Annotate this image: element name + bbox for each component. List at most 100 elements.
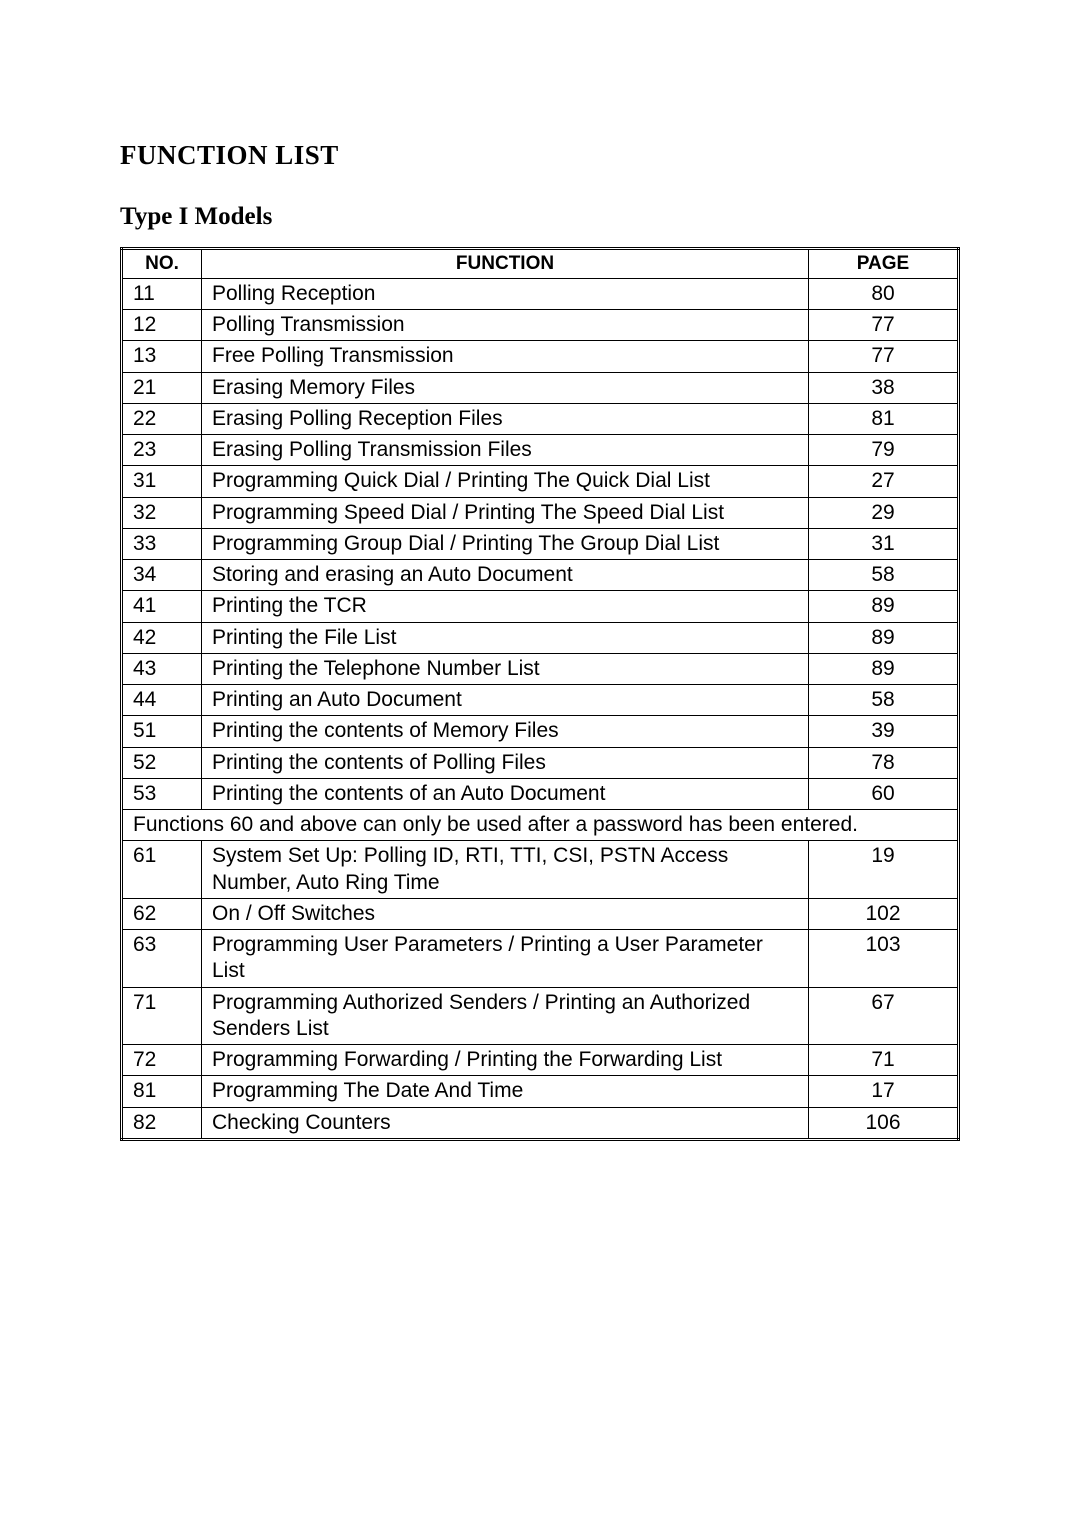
document-page: FUNCTION LIST Type I Models NO. FUNCTION… <box>0 0 1080 1528</box>
cell-function: Printing the contents of Polling Files <box>202 747 809 778</box>
cell-page: 19 <box>809 841 959 899</box>
cell-page: 58 <box>809 685 959 716</box>
header-function: FUNCTION <box>202 249 809 279</box>
cell-page: 39 <box>809 716 959 747</box>
cell-function: Checking Counters <box>202 1107 809 1139</box>
table-note: Functions 60 and above can only be used … <box>122 810 959 841</box>
cell-function: Free Polling Transmission <box>202 341 809 372</box>
table-row: 33Programming Group Dial / Printing The … <box>122 528 959 559</box>
cell-function: Printing the Telephone Number List <box>202 653 809 684</box>
cell-no: 44 <box>122 685 202 716</box>
cell-page: 102 <box>809 898 959 929</box>
cell-page: 31 <box>809 528 959 559</box>
cell-function: Printing the TCR <box>202 591 809 622</box>
table-row: 31Programming Quick Dial / Printing The … <box>122 466 959 497</box>
cell-no: 71 <box>122 987 202 1045</box>
table-row: 51Printing the contents of Memory Files3… <box>122 716 959 747</box>
cell-no: 21 <box>122 372 202 403</box>
cell-page: 89 <box>809 622 959 653</box>
table-row: 13Free Polling Transmission77 <box>122 341 959 372</box>
cell-function: Programming Group Dial / Printing The Gr… <box>202 528 809 559</box>
cell-function: Printing an Auto Document <box>202 685 809 716</box>
cell-page: 79 <box>809 435 959 466</box>
cell-page: 80 <box>809 278 959 309</box>
table-row: 71Programming Authorized Senders / Print… <box>122 987 959 1045</box>
cell-function: Programming User Parameters / Printing a… <box>202 930 809 988</box>
cell-page: 71 <box>809 1045 959 1076</box>
table-row: 81Programming The Date And Time17 <box>122 1076 959 1107</box>
table-header-row: NO. FUNCTION PAGE <box>122 249 959 279</box>
table-row: 23Erasing Polling Transmission Files79 <box>122 435 959 466</box>
table-row: 53Printing the contents of an Auto Docum… <box>122 778 959 809</box>
cell-no: 32 <box>122 497 202 528</box>
cell-function: On / Off Switches <box>202 898 809 929</box>
table-row: 34Storing and erasing an Auto Document58 <box>122 560 959 591</box>
cell-page: 27 <box>809 466 959 497</box>
cell-page: 58 <box>809 560 959 591</box>
cell-page: 77 <box>809 341 959 372</box>
cell-no: 53 <box>122 778 202 809</box>
table-row: 11Polling Reception80 <box>122 278 959 309</box>
cell-function: Programming The Date And Time <box>202 1076 809 1107</box>
cell-page: 67 <box>809 987 959 1045</box>
cell-no: 12 <box>122 310 202 341</box>
cell-no: 63 <box>122 930 202 988</box>
cell-function: Erasing Memory Files <box>202 372 809 403</box>
cell-function: Printing the contents of Memory Files <box>202 716 809 747</box>
header-page: PAGE <box>809 249 959 279</box>
cell-no: 13 <box>122 341 202 372</box>
table-row: 61System Set Up: Polling ID, RTI, TTI, C… <box>122 841 959 899</box>
header-no: NO. <box>122 249 202 279</box>
cell-page: 78 <box>809 747 959 778</box>
table-row: 12Polling Transmission77 <box>122 310 959 341</box>
cell-page: 89 <box>809 653 959 684</box>
cell-page: 103 <box>809 930 959 988</box>
cell-no: 23 <box>122 435 202 466</box>
table-row: Functions 60 and above can only be used … <box>122 810 959 841</box>
cell-function: Erasing Polling Transmission Files <box>202 435 809 466</box>
cell-no: 33 <box>122 528 202 559</box>
cell-function: Polling Reception <box>202 278 809 309</box>
cell-page: 38 <box>809 372 959 403</box>
table-row: 43Printing the Telephone Number List89 <box>122 653 959 684</box>
cell-no: 43 <box>122 653 202 684</box>
cell-no: 41 <box>122 591 202 622</box>
table-row: 32Programming Speed Dial / Printing The … <box>122 497 959 528</box>
cell-no: 34 <box>122 560 202 591</box>
table-row: 22Erasing Polling Reception Files81 <box>122 403 959 434</box>
cell-page: 60 <box>809 778 959 809</box>
cell-function: Polling Transmission <box>202 310 809 341</box>
cell-no: 72 <box>122 1045 202 1076</box>
cell-no: 62 <box>122 898 202 929</box>
cell-page: 106 <box>809 1107 959 1139</box>
cell-function: Erasing Polling Reception Files <box>202 403 809 434</box>
table-row: 82Checking Counters106 <box>122 1107 959 1139</box>
table-row: 42Printing the File List89 <box>122 622 959 653</box>
cell-function: System Set Up: Polling ID, RTI, TTI, CSI… <box>202 841 809 899</box>
table-row: 63Programming User Parameters / Printing… <box>122 930 959 988</box>
cell-no: 82 <box>122 1107 202 1139</box>
page-heading: FUNCTION LIST <box>120 140 960 171</box>
cell-function: Programming Authorized Senders / Printin… <box>202 987 809 1045</box>
cell-no: 52 <box>122 747 202 778</box>
table-row: 72Programming Forwarding / Printing the … <box>122 1045 959 1076</box>
cell-function: Programming Speed Dial / Printing The Sp… <box>202 497 809 528</box>
table-row: 44Printing an Auto Document58 <box>122 685 959 716</box>
cell-no: 11 <box>122 278 202 309</box>
cell-function: Programming Quick Dial / Printing The Qu… <box>202 466 809 497</box>
cell-page: 89 <box>809 591 959 622</box>
table-row: 52Printing the contents of Polling Files… <box>122 747 959 778</box>
function-list-table: NO. FUNCTION PAGE 11Polling Reception801… <box>120 247 960 1141</box>
cell-function: Printing the File List <box>202 622 809 653</box>
cell-page: 81 <box>809 403 959 434</box>
cell-page: 29 <box>809 497 959 528</box>
cell-no: 22 <box>122 403 202 434</box>
table-row: 21Erasing Memory Files38 <box>122 372 959 403</box>
cell-function: Printing the contents of an Auto Documen… <box>202 778 809 809</box>
cell-no: 81 <box>122 1076 202 1107</box>
table-row: 62On / Off Switches102 <box>122 898 959 929</box>
cell-function: Storing and erasing an Auto Document <box>202 560 809 591</box>
cell-function: Programming Forwarding / Printing the Fo… <box>202 1045 809 1076</box>
cell-no: 31 <box>122 466 202 497</box>
cell-no: 51 <box>122 716 202 747</box>
